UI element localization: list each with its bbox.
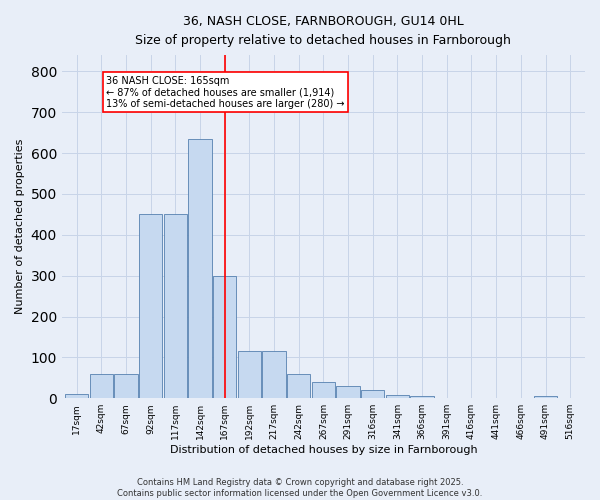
Bar <box>386 395 409 398</box>
Bar <box>311 382 335 398</box>
X-axis label: Distribution of detached houses by size in Farnborough: Distribution of detached houses by size … <box>170 445 477 455</box>
Text: 36 NASH CLOSE: 165sqm
← 87% of detached houses are smaller (1,914)
13% of semi-d: 36 NASH CLOSE: 165sqm ← 87% of detached … <box>106 76 345 108</box>
Bar <box>65 394 88 398</box>
Bar <box>361 390 385 398</box>
Bar <box>139 214 163 398</box>
Text: Contains HM Land Registry data © Crown copyright and database right 2025.
Contai: Contains HM Land Registry data © Crown c… <box>118 478 482 498</box>
Bar <box>337 386 360 398</box>
Bar <box>287 374 310 398</box>
Bar <box>262 351 286 398</box>
Bar <box>534 396 557 398</box>
Title: 36, NASH CLOSE, FARNBOROUGH, GU14 0HL
Size of property relative to detached hous: 36, NASH CLOSE, FARNBOROUGH, GU14 0HL Si… <box>136 15 511 47</box>
Bar <box>114 374 137 398</box>
Bar <box>238 351 261 398</box>
Bar <box>188 139 212 398</box>
Bar <box>410 396 434 398</box>
Y-axis label: Number of detached properties: Number of detached properties <box>15 139 25 314</box>
Bar <box>213 276 236 398</box>
Bar <box>164 214 187 398</box>
Bar <box>89 374 113 398</box>
